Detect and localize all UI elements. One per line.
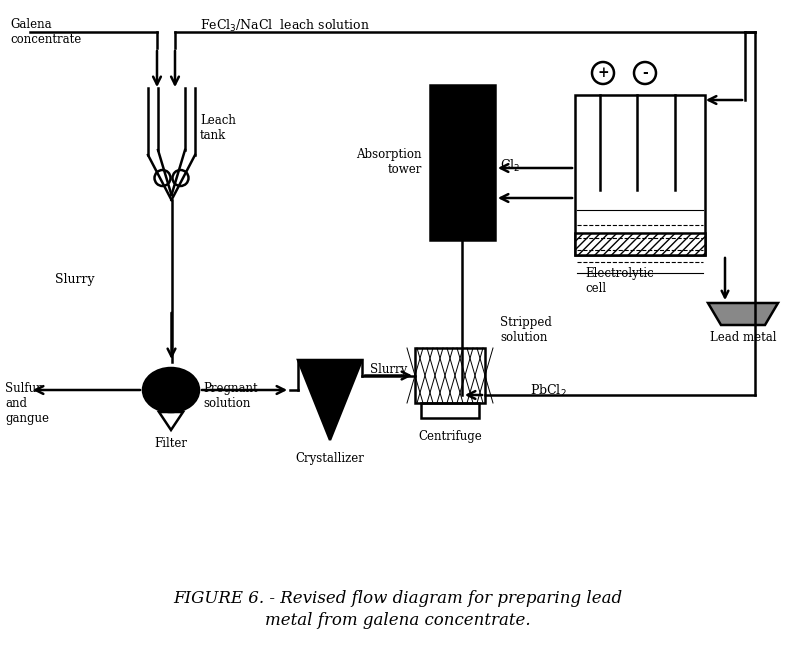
Bar bbox=[575, 95, 705, 255]
Text: Pregnant
solution: Pregnant solution bbox=[203, 382, 258, 410]
Text: Absorption
tower: Absorption tower bbox=[357, 148, 422, 176]
Bar bbox=[575, 233, 705, 255]
Text: metal from galena concentrate.: metal from galena concentrate. bbox=[265, 612, 531, 629]
Text: Lead metal: Lead metal bbox=[710, 331, 776, 344]
Bar bbox=[430, 85, 495, 240]
Text: Stripped
solution: Stripped solution bbox=[500, 316, 552, 344]
Text: Sulfur
and
gangue: Sulfur and gangue bbox=[5, 382, 49, 425]
Text: PbCl$_2$: PbCl$_2$ bbox=[530, 383, 567, 399]
Ellipse shape bbox=[143, 368, 199, 412]
Bar bbox=[415, 348, 485, 403]
Text: FeCl$_3$/NaCl  leach solution: FeCl$_3$/NaCl leach solution bbox=[200, 18, 370, 34]
Text: +: + bbox=[597, 66, 609, 80]
Polygon shape bbox=[298, 360, 362, 440]
Text: Electrolytic
cell: Electrolytic cell bbox=[585, 267, 654, 295]
Text: Crystallizer: Crystallizer bbox=[295, 452, 365, 465]
Text: Cl$_2$: Cl$_2$ bbox=[500, 158, 521, 174]
Text: Galena
concentrate: Galena concentrate bbox=[10, 18, 81, 46]
Text: Slurry: Slurry bbox=[370, 364, 408, 376]
Polygon shape bbox=[708, 303, 778, 325]
Text: Filter: Filter bbox=[154, 437, 188, 450]
Text: Centrifuge: Centrifuge bbox=[418, 430, 482, 443]
Bar bbox=[421, 403, 479, 418]
Text: FIGURE 6. - Revised flow diagram for preparing lead: FIGURE 6. - Revised flow diagram for pre… bbox=[174, 590, 622, 607]
Text: Leach
tank: Leach tank bbox=[200, 114, 236, 142]
Text: Slurry: Slurry bbox=[55, 273, 95, 286]
Text: -: - bbox=[642, 66, 648, 80]
